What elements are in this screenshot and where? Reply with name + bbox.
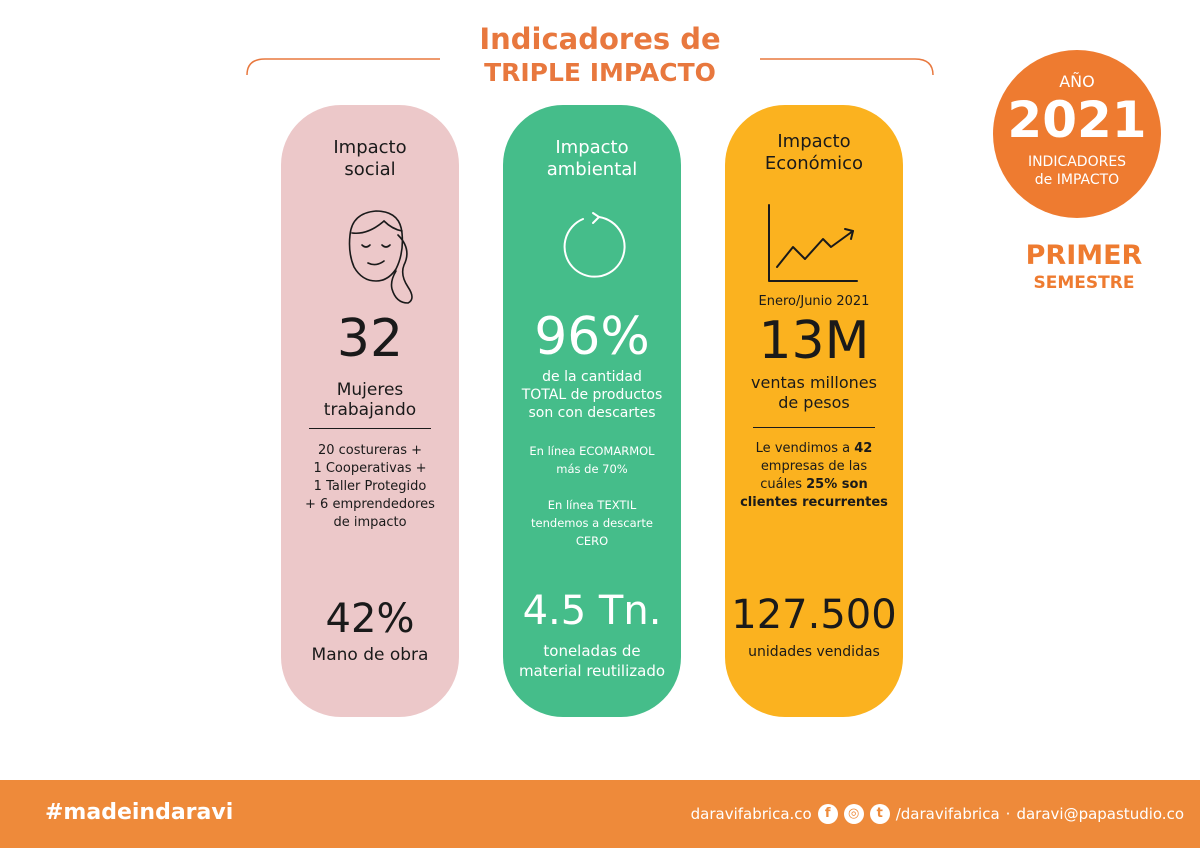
semester-line-2: SEMESTRE xyxy=(1033,273,1135,293)
title-line-1: Indicadores de xyxy=(440,22,760,56)
social-detail-line: + 6 emprendedores xyxy=(305,497,435,512)
social-detail-line: 20 costureras + xyxy=(317,443,423,458)
social-heading: Impacto social xyxy=(281,137,459,181)
social-heading-line-1: Impacto xyxy=(333,137,407,158)
twitter-icon[interactable]: t xyxy=(869,804,890,824)
footer-hashtag: #madeindaravi xyxy=(45,800,234,825)
semester-label: PRIMER SEMESTRE xyxy=(1000,240,1168,294)
footer-separator: · xyxy=(1005,805,1011,823)
economic-impact-card: Impacto Económico Enero/Junio 2021 13M v… xyxy=(725,105,903,717)
economico-detail-highlight: 25% son xyxy=(806,477,868,492)
ambiental-heading: Impacto ambiental xyxy=(503,137,681,181)
social-detail-line: 1 Taller Protegido xyxy=(313,479,427,494)
ambiental-detail-line: CERO xyxy=(575,534,609,548)
economico-bottom-label: unidades vendidas xyxy=(748,644,880,660)
ambiental-big-value: 96% xyxy=(534,307,650,367)
economico-detail-text: empresas de las xyxy=(760,459,868,474)
ambiental-heading-line-1: Impacto xyxy=(555,137,629,158)
woman-face-icon xyxy=(348,210,413,304)
economico-divider xyxy=(753,427,875,428)
economico-detail-highlight: clientes recurrentes xyxy=(740,495,888,510)
social-label-line-2: trabajando xyxy=(323,400,417,420)
economico-label-line-2: de pesos xyxy=(778,393,850,412)
instagram-icon[interactable]: ◎ xyxy=(843,804,864,824)
social-detail-line: 1 Cooperativas + xyxy=(313,461,427,476)
economico-heading: Impacto Económico xyxy=(725,131,903,175)
economico-period: Enero/Junio 2021 xyxy=(758,294,870,309)
footer-bar: #madeindaravi daravifabrica.co f ◎ t /da… xyxy=(0,780,1200,848)
economico-label: ventas millones de pesos xyxy=(725,373,903,413)
ambiental-heading-line-2: ambiental xyxy=(546,159,638,180)
social-big-value: 32 xyxy=(336,309,404,369)
badge-subtitle-line-2: de IMPACTO xyxy=(1034,172,1120,188)
footer-website-link[interactable]: daravifabrica.co xyxy=(690,805,812,823)
ambiental-label-line: son con descartes xyxy=(528,405,656,421)
social-bottom-value: 42% xyxy=(325,596,415,642)
ambiental-bottom-label: toneladas de material reutilizado xyxy=(503,641,681,681)
ambiental-detail-line: más de 70% xyxy=(556,462,628,476)
badge-year: 2021 xyxy=(1007,91,1147,149)
ambiental-label-line: TOTAL de productos xyxy=(521,387,663,403)
semester-line-1: PRIMER xyxy=(1025,240,1143,271)
economico-bottom-value: 127.500 xyxy=(731,592,897,638)
badge-subtitle-line-1: INDICADORES xyxy=(1027,154,1127,170)
footer-email-link[interactable]: daravi@papastudio.co xyxy=(1016,805,1184,823)
economico-detail-text: Le vendimos a xyxy=(755,441,855,456)
facebook-icon[interactable]: f xyxy=(817,804,838,824)
economico-detail-highlight: 42 xyxy=(854,441,873,456)
economico-detail-text: cuáles xyxy=(760,477,807,492)
footer-contact: daravifabrica.co f ◎ t /daravifabrica · … xyxy=(691,804,1184,824)
recycle-cycle-icon xyxy=(563,212,626,278)
badge-subtitle: INDICADORES de IMPACTO xyxy=(993,153,1161,189)
ambiental-bottom-label-line-1: toneladas de xyxy=(543,642,641,660)
social-details: 20 costureras + 1 Cooperativas + 1 Talle… xyxy=(281,442,459,532)
economico-heading-line-2: Económico xyxy=(764,153,864,174)
title-line-2: TRIPLE IMPACTO xyxy=(440,56,760,90)
ambiental-bottom-value: 4.5 Tn. xyxy=(522,588,662,634)
economico-label-line-1: ventas millones xyxy=(751,373,877,392)
ambiental-bottom-label-line-2: material reutilizado xyxy=(518,662,666,680)
ambiental-detail-line: tendemos a descarte xyxy=(531,516,653,530)
page-title: Indicadores de TRIPLE IMPACTO xyxy=(440,22,760,90)
environmental-impact-card: Impacto ambiental 96% de la cantidad TOT… xyxy=(503,105,681,717)
economico-heading-line-1: Impacto xyxy=(777,131,851,152)
economico-details: Le vendimos a 42 empresas de las cuáles … xyxy=(725,440,903,512)
social-label: Mujeres trabajando xyxy=(281,380,459,420)
social-label-line-1: Mujeres xyxy=(336,380,404,400)
economico-big-value: 13M xyxy=(758,311,870,371)
badge-label: AÑO xyxy=(1059,72,1095,91)
social-bottom-label: Mano de obra xyxy=(311,645,429,665)
ambiental-label-line: de la cantidad xyxy=(542,369,642,385)
ambiental-label: de la cantidad TOTAL de productos son co… xyxy=(503,368,681,422)
ambiental-detail-line: En línea TEXTIL xyxy=(547,498,637,512)
social-heading-line-2: social xyxy=(344,159,396,180)
social-detail-line: de impacto xyxy=(333,515,407,530)
footer-social-handle[interactable]: /daravifabrica xyxy=(895,805,1000,823)
ambiental-details: En línea ECOMARMOL más de 70% En línea T… xyxy=(503,442,681,550)
ambiental-detail-line: En línea ECOMARMOL xyxy=(529,444,655,458)
growth-chart-icon xyxy=(768,204,858,282)
social-divider xyxy=(309,428,431,429)
year-badge: AÑO 2021 INDICADORES de IMPACTO xyxy=(993,50,1161,218)
social-impact-card: Impacto social 32 Mujeres trabajando 20 … xyxy=(281,105,459,717)
